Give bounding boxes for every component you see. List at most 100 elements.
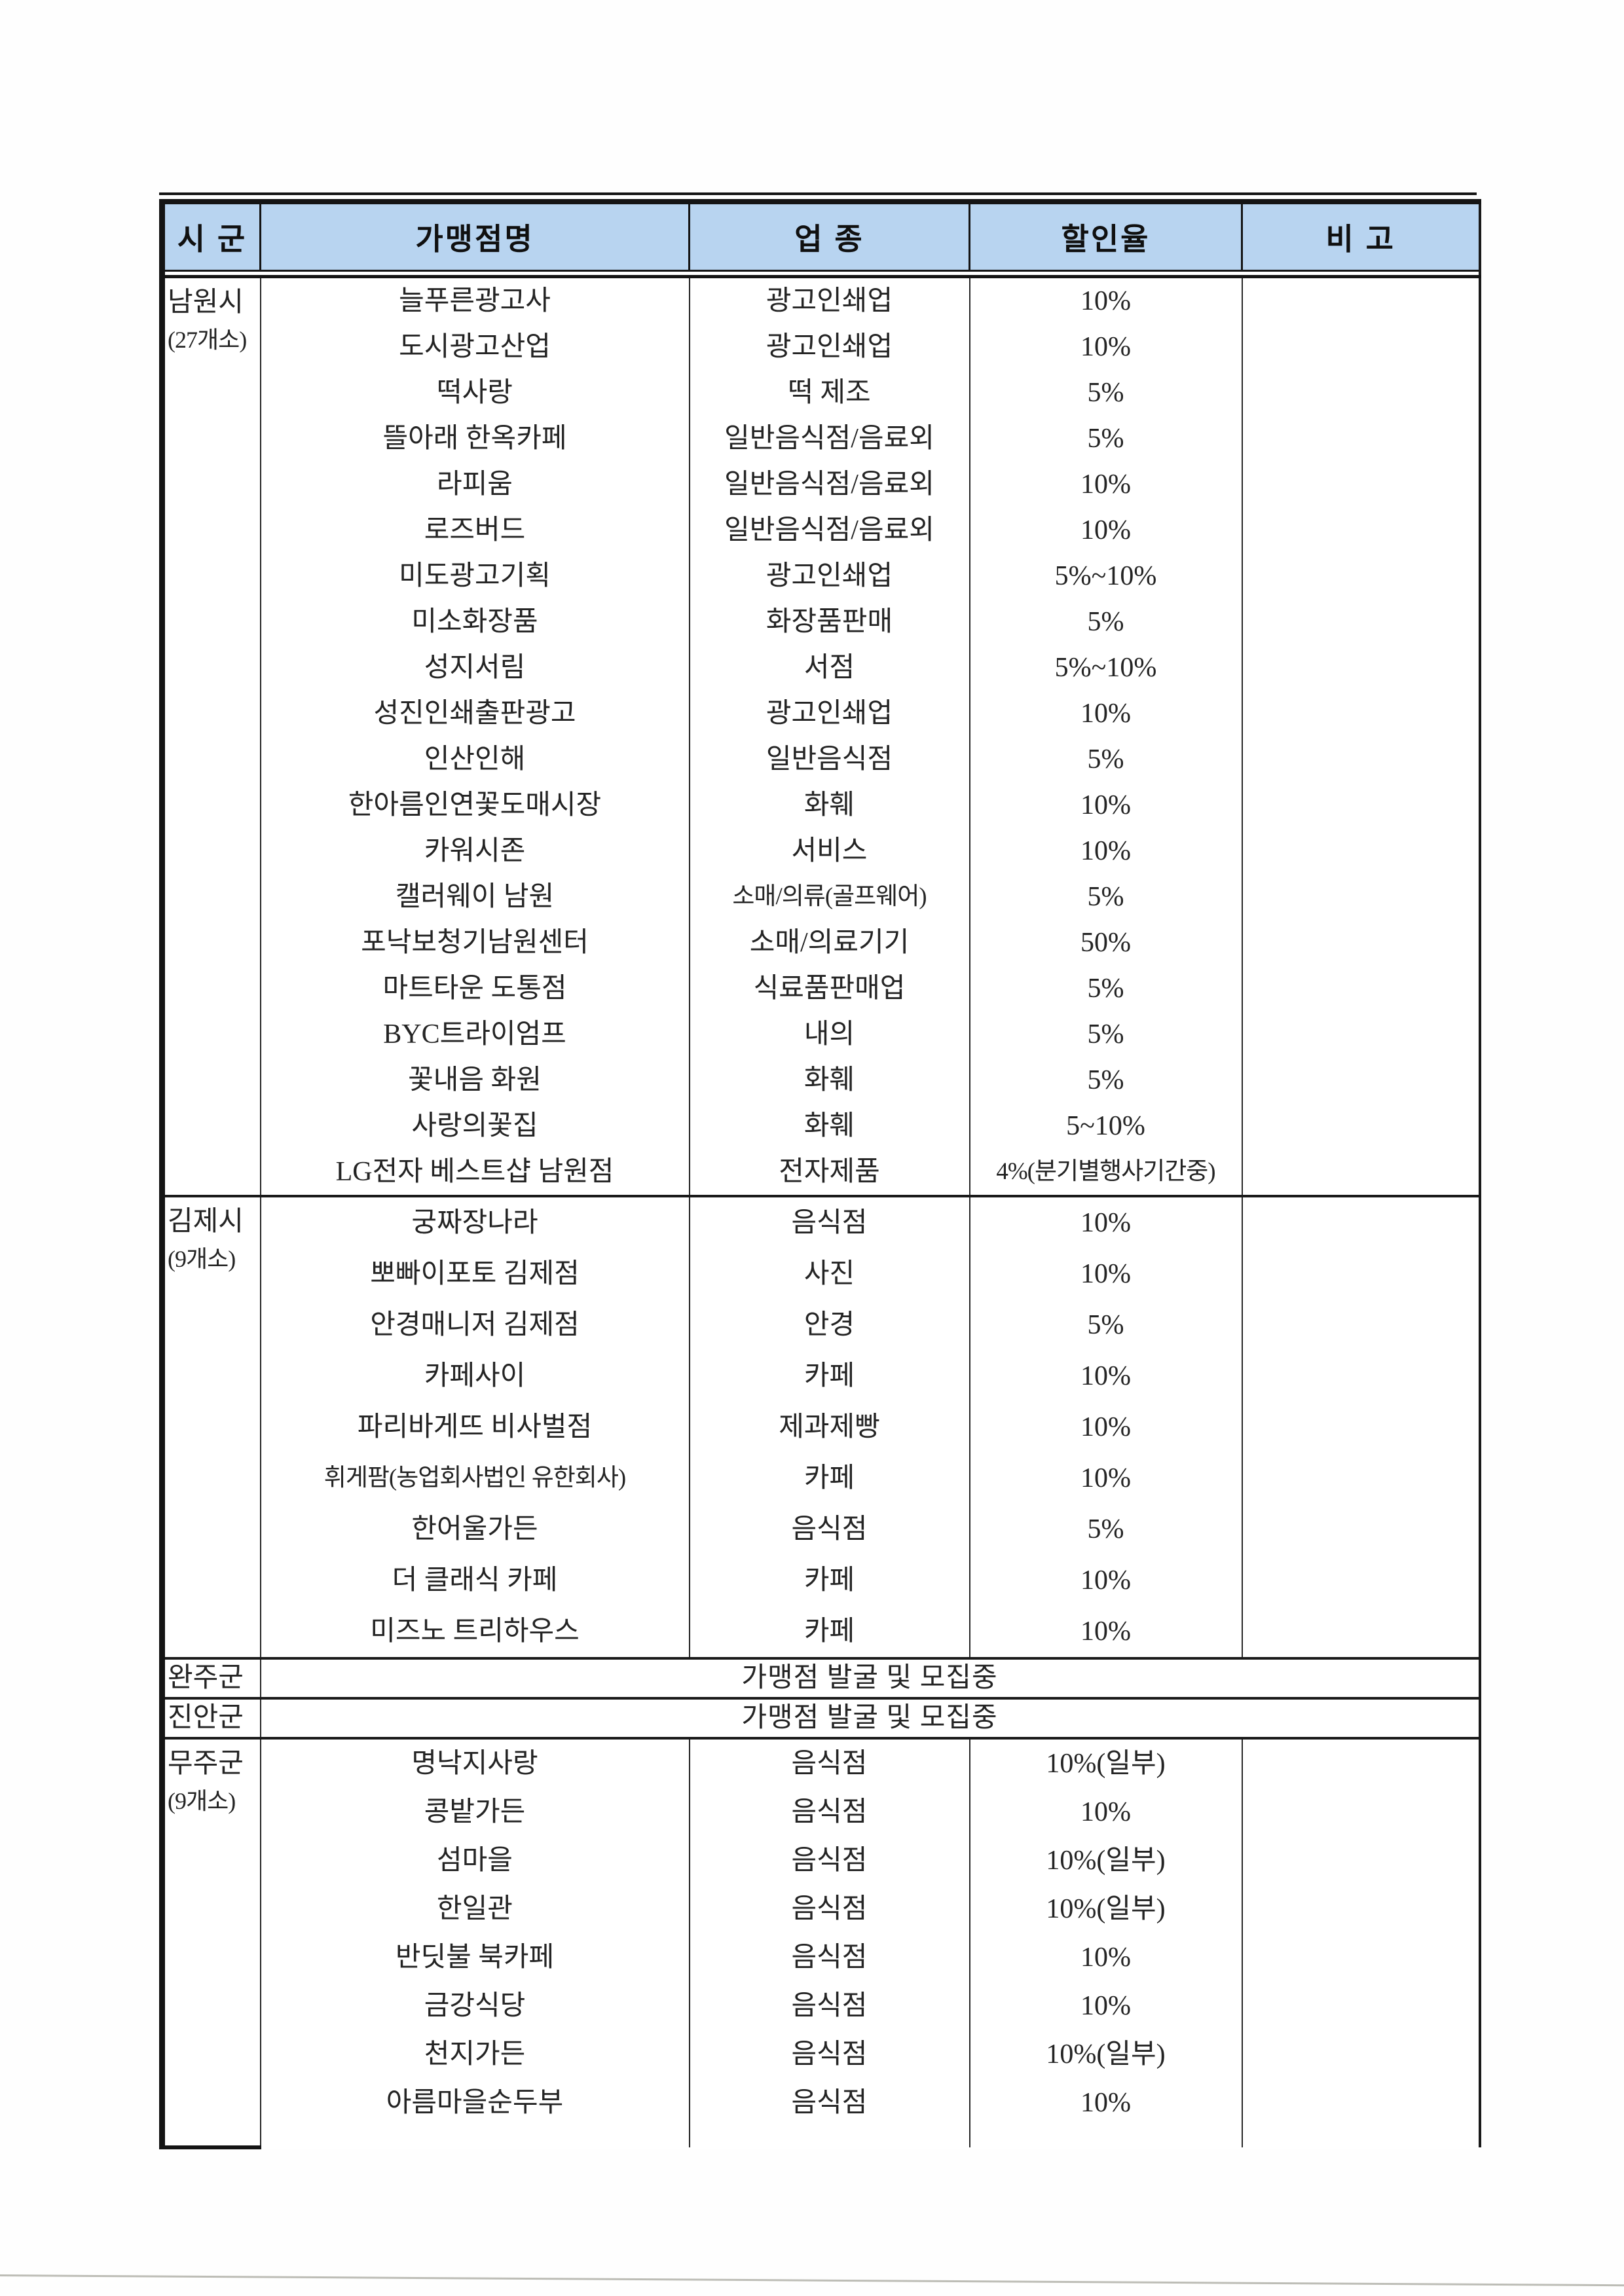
- business-type: 화훼: [803, 790, 855, 820]
- region-cell: 김제시 (9개소): [162, 1195, 261, 1658]
- merchant-name: 미도광고기획: [399, 561, 551, 591]
- business-type: 화훼: [803, 1065, 855, 1095]
- merchant-name: 휘게팜(농업회사법인 유한회사): [323, 1465, 626, 1491]
- remarks-cell: [1241, 1737, 1480, 2147]
- discount-rate-column: 10%(일부) 10% 10%(일부) 10%(일부) 10% 10% 10%(일부) 10%: [969, 1737, 1242, 2147]
- discount-rate: 10%: [1080, 790, 1131, 820]
- business-type: 소매/의료기기: [749, 928, 910, 958]
- discount-rate: 10%: [1080, 1412, 1131, 1442]
- discount-rate: 4%(분기별행사기간중): [996, 1158, 1215, 1185]
- merchant-name: 명낙지사랑: [411, 1749, 538, 1779]
- merchant-name: 사랑의꽃집: [411, 1111, 538, 1141]
- discount-rate: 10%: [1080, 469, 1131, 500]
- business-type: 일반음식점/음료외: [724, 424, 934, 454]
- business-type: 카페: [803, 1463, 855, 1493]
- merchant-name: 마트타운 도통점: [382, 974, 567, 1004]
- merchant-name: BYC트라이엄프: [383, 1019, 566, 1049]
- top-double-rule: [159, 192, 1477, 195]
- discount-rate: 10%(일부): [1046, 1894, 1166, 1924]
- merchant-name: 포낙보청기남원센터: [361, 928, 589, 958]
- merchant-name: 미즈노 트리하우스: [370, 1616, 580, 1647]
- discount-rate: 5%~10%: [1054, 561, 1157, 591]
- region-cell: 진안군: [162, 1697, 261, 1738]
- business-type: 화훼: [803, 1111, 855, 1141]
- discount-rate: 5%: [1087, 1514, 1124, 1544]
- merchant-name: 꽃내음 화원: [408, 1065, 542, 1095]
- business-type: 카페: [803, 1361, 855, 1391]
- merchant-name: 성지서림: [424, 653, 526, 683]
- discount-rate: 10%: [1080, 1991, 1131, 2021]
- region-label: 완주군: [168, 1663, 244, 1693]
- region-cell: 남원시 (27개소): [162, 275, 261, 1196]
- merchant-name-column: 궁짜장나라 뽀빠이포토 김제점 안경매니저 김제점 카페사이 파리바게뜨 비사벌점 휘게팜…: [259, 1195, 690, 1658]
- merchant-name: 캘러웨이 남원: [395, 882, 555, 912]
- merchant-name: 한일관: [437, 1894, 513, 1924]
- merchant-name: 로즈버드: [424, 515, 526, 545]
- merchant-name-column: 명낙지사랑 콩밭가든 섬마을 한일관 반딧불 북카페 금강식당 천지가든 아름마을순두부: [259, 1737, 690, 2147]
- discount-rate-column: 10% 10% 5% 5% 10% 10% 5%~10% 5% 5%~10% 10% 5% 10% 10…: [969, 275, 1242, 1196]
- merchant-name: 더 클래식 카페: [392, 1565, 558, 1595]
- business-type: 소매/의류(골프웨어): [732, 883, 927, 910]
- merchant-name: 도시광고산업: [399, 332, 551, 362]
- discount-rate: 10%(일부): [1046, 1846, 1166, 1876]
- notice-text: 가맹점 발굴 및 모집중: [741, 1703, 998, 1733]
- merchant-name: 아름마을순두부: [386, 2088, 564, 2118]
- merchant-name: 궁짜장나라: [411, 1208, 538, 1238]
- merchant-table: 시 군 가맹점명 업 종 할인율 비 고 남원시 (27개소) 늘푸른광고사 도시광고…: [159, 199, 1481, 2149]
- discount-rate: 10%: [1080, 1259, 1131, 1289]
- merchant-name: LG전자 베스트샵 남원점: [335, 1157, 614, 1187]
- notice-cell: 가맹점 발굴 및 모집중: [259, 1657, 1480, 1698]
- discount-rate: 10%(일부): [1046, 1749, 1166, 1779]
- remarks-cell: [1241, 275, 1480, 1196]
- notice-text: 가맹점 발굴 및 모집중: [741, 1663, 998, 1693]
- business-type: 일반음식점: [766, 744, 893, 774]
- col-header-remarks: 비 고: [1241, 202, 1480, 272]
- business-type: 떡 제조: [788, 378, 871, 408]
- merchant-name: 파리바게뜨 비사벌점: [357, 1412, 593, 1442]
- discount-rate: 5%: [1087, 974, 1124, 1004]
- merchant-name: 한어울가든: [411, 1514, 538, 1544]
- discount-rate: 10%: [1080, 2088, 1131, 2118]
- discount-rate: 10%: [1080, 1565, 1131, 1595]
- business-type: 음식점: [791, 1846, 868, 1876]
- business-type: 내의: [803, 1019, 855, 1049]
- business-type-column: 음식점 사진 안경 카페 제과제빵 카페 음식점 카페 카페: [688, 1195, 970, 1658]
- col-header-business-type: 업 종: [688, 202, 970, 272]
- discount-rate: 5%: [1087, 882, 1124, 912]
- business-type: 광고인쇄업: [766, 332, 893, 362]
- business-type: 전자제품: [779, 1157, 880, 1187]
- scan-artifact-line: [0, 2274, 1624, 2287]
- merchant-name: 천지가든: [424, 2039, 526, 2069]
- col-header-discount-rate: 할인율: [969, 202, 1242, 272]
- business-type-column: 음식점 음식점 음식점 음식점 음식점 음식점 음식점 음식점: [688, 1737, 970, 2147]
- business-type: 음식점: [791, 1208, 868, 1238]
- business-type: 음식점: [791, 1514, 868, 1544]
- region-count: (27개소): [168, 327, 247, 353]
- region-section: 완주군 가맹점 발굴 및 모집중: [162, 1657, 1480, 1698]
- header-double-rule-bar: [162, 270, 1480, 278]
- business-type: 음식점: [791, 1991, 868, 2021]
- business-type: 서비스: [791, 836, 868, 866]
- discount-rate: 50%: [1080, 928, 1131, 958]
- region-count: (9개소): [168, 1788, 236, 1814]
- discount-rate: 10%: [1080, 1208, 1131, 1238]
- business-type: 안경: [803, 1310, 855, 1340]
- business-type: 일반음식점/음료외: [724, 469, 934, 500]
- business-type: 음식점: [791, 1894, 868, 1924]
- discount-rate: 5%: [1087, 1310, 1124, 1340]
- region-section: 무주군 (9개소) 명낙지사랑 콩밭가든 섬마을 한일관 반딧불 북카페 금강식당 천지가든 아름…: [162, 1737, 1480, 2149]
- header-double-rule: [162, 270, 1480, 278]
- business-type: 음식점: [791, 2088, 868, 2118]
- merchant-name: 뜰아래 한옥카페: [382, 424, 567, 454]
- notice-cell: 가맹점 발굴 및 모집중: [259, 1697, 1480, 1738]
- merchant-name: 미소화장품: [411, 607, 538, 637]
- merchant-name: 반딧불 북카페: [395, 1942, 555, 1973]
- business-type: 광고인쇄업: [766, 561, 893, 591]
- discount-rate-column: 10% 10% 5% 10% 10% 10% 5% 10% 10%: [969, 1195, 1242, 1658]
- discount-rate: 10%: [1080, 1463, 1131, 1493]
- region-count: (9개소): [168, 1246, 236, 1272]
- col-header-region: 시 군: [162, 202, 261, 272]
- business-type: 광고인쇄업: [766, 286, 893, 316]
- remarks-cell: [1241, 1195, 1480, 1658]
- region-label: 진안군: [168, 1703, 244, 1733]
